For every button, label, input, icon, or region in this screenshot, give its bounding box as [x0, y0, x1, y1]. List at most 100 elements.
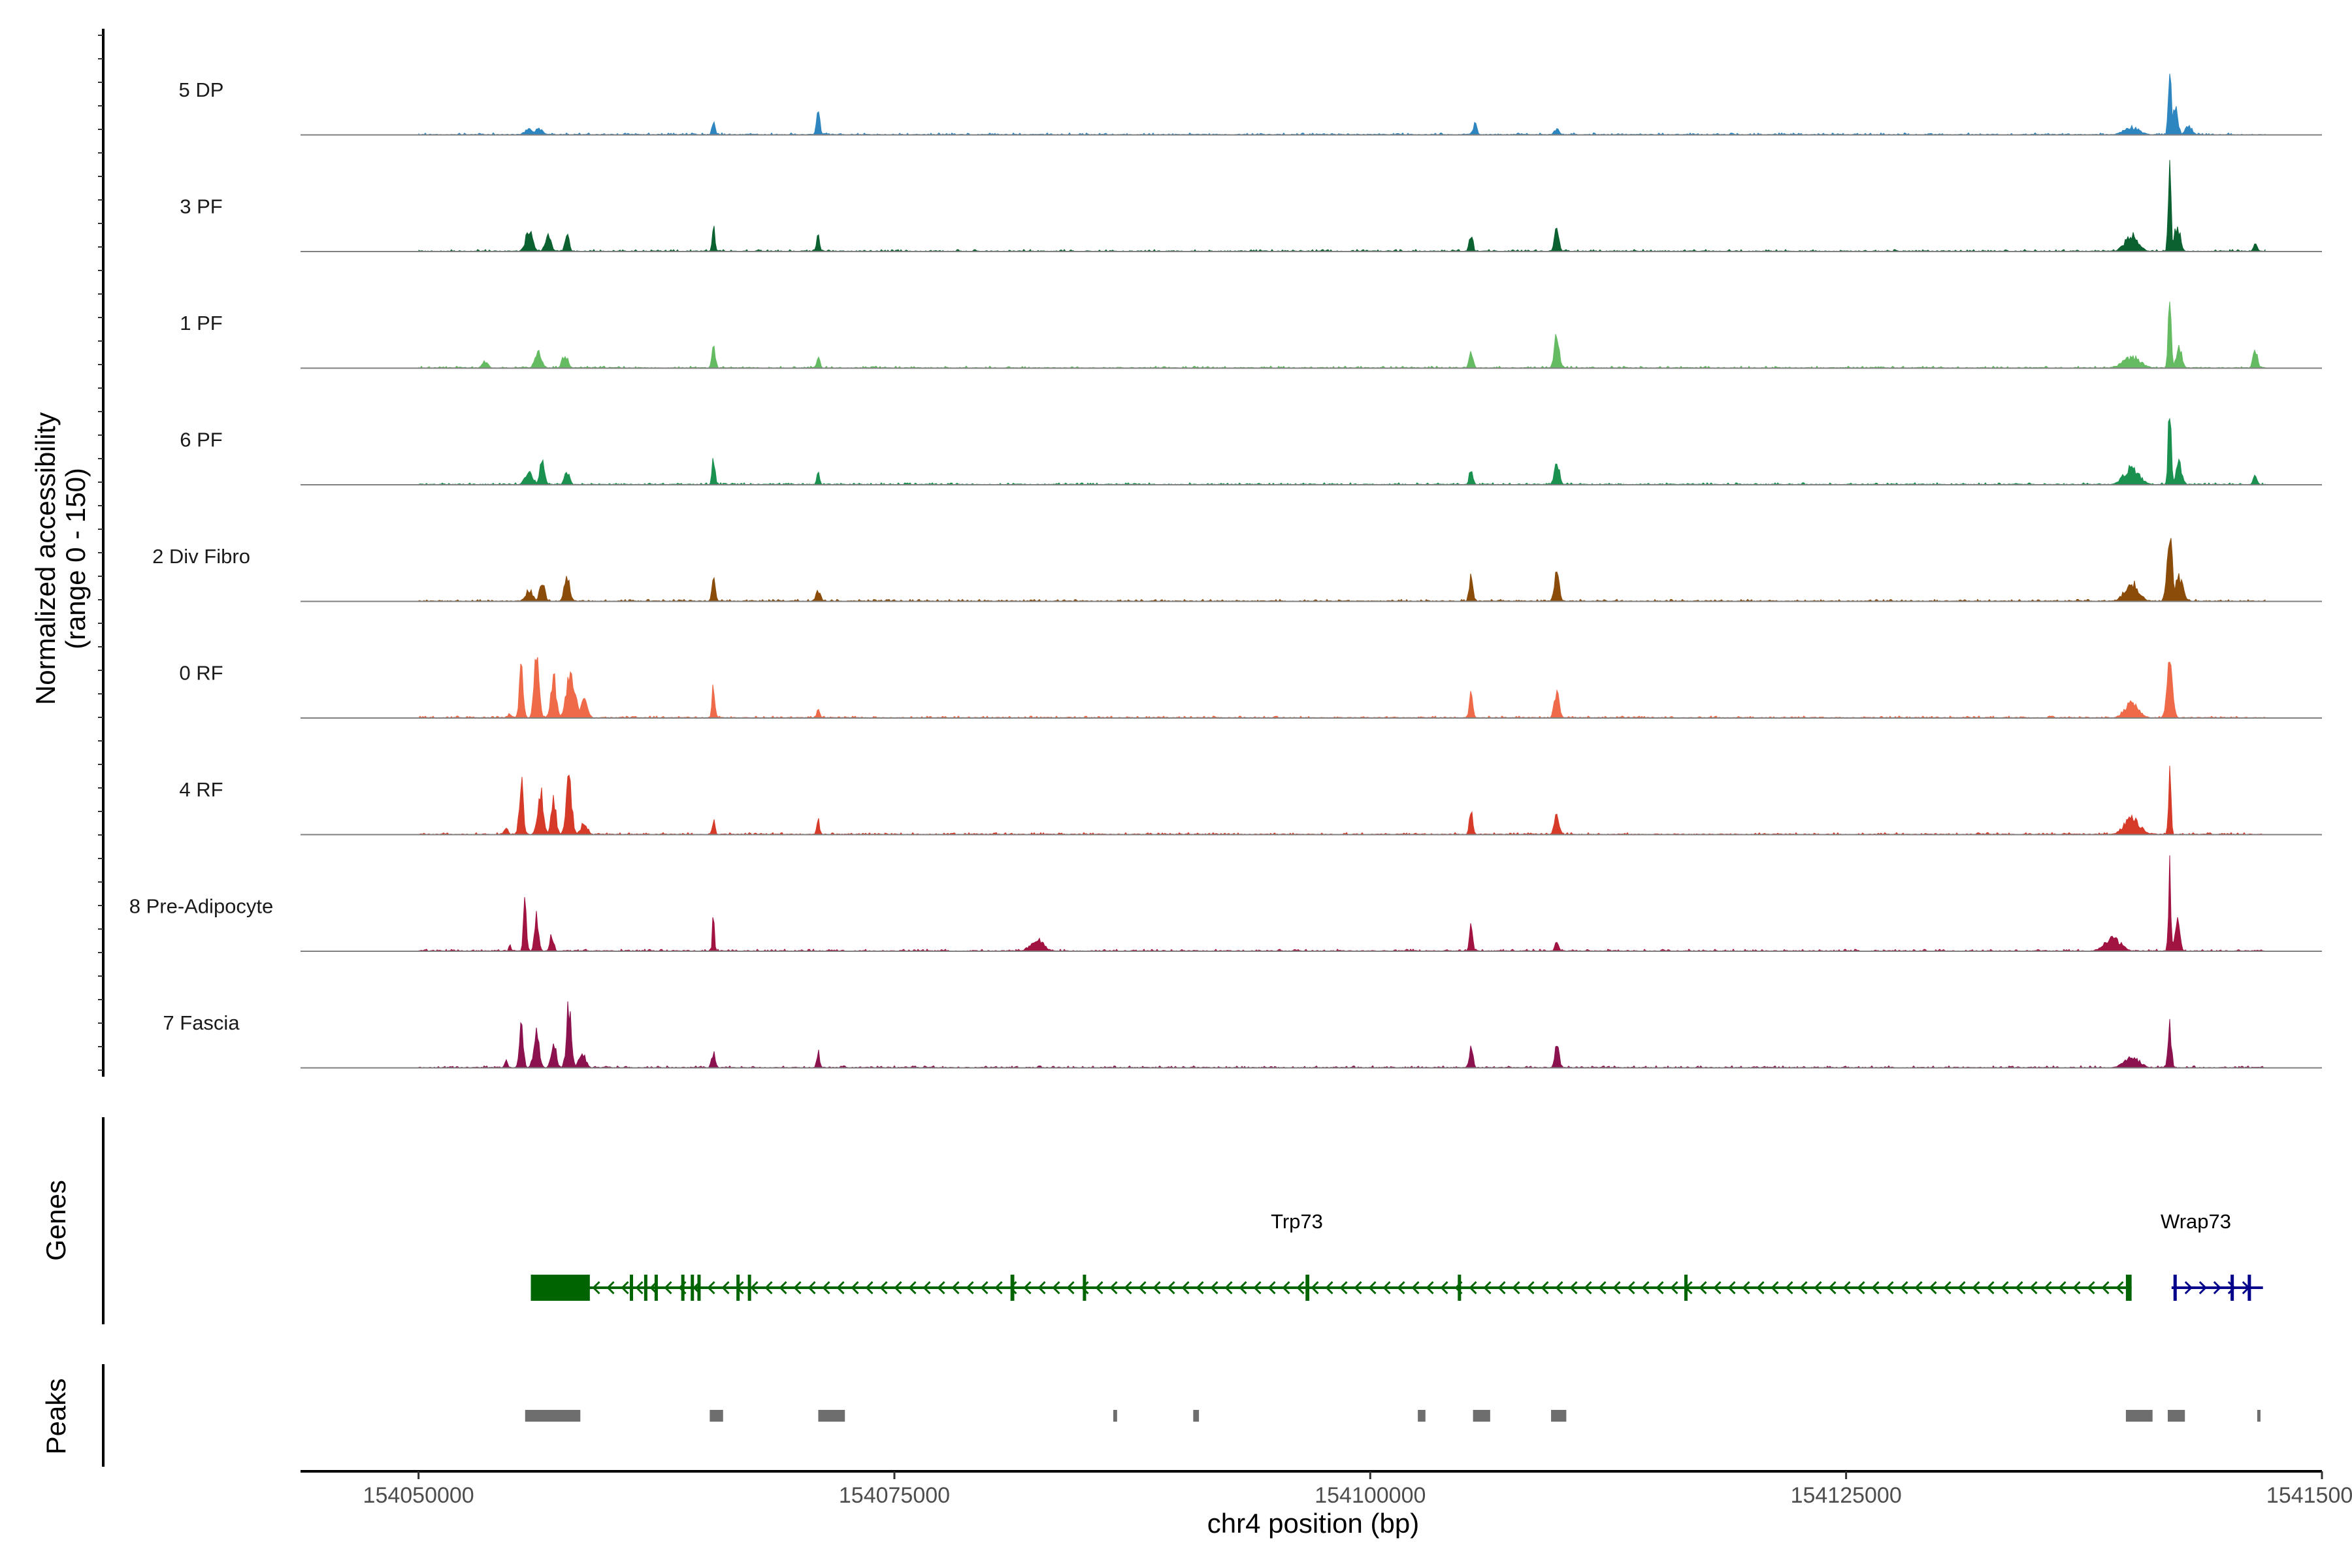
- y-axis-title: Normalized accessibility: [30, 412, 61, 705]
- gene-wrap73: Wrap73: [2161, 1210, 2263, 1301]
- peaks-section-title: Peaks: [41, 1379, 71, 1455]
- strand-chevron: [1426, 1281, 1434, 1295]
- strand-chevron: [1440, 1281, 1448, 1295]
- track-4-rf: 4 RF: [179, 766, 2322, 836]
- strand-chevron: [2044, 1281, 2052, 1295]
- track-0-rf: 0 RF: [179, 657, 2322, 719]
- strand-chevron: [1382, 1281, 1391, 1295]
- strand-chevron: [1670, 1281, 1678, 1295]
- strand-chevron: [721, 1281, 730, 1295]
- strand-chevron: [1397, 1281, 1405, 1295]
- strand-chevron: [621, 1281, 629, 1295]
- gene-exon: [630, 1275, 634, 1301]
- peak-region: [525, 1410, 581, 1422]
- strand-chevron: [1656, 1281, 1664, 1295]
- strand-chevron: [1756, 1281, 1765, 1295]
- strand-chevron: [750, 1281, 759, 1295]
- strand-chevron: [879, 1281, 888, 1295]
- track-label: 4 RF: [179, 778, 223, 801]
- strand-chevron: [1742, 1281, 1750, 1295]
- strand-chevron: [1914, 1281, 1923, 1295]
- track-label: 3 PF: [180, 195, 222, 218]
- strand-chevron: [707, 1281, 715, 1295]
- gene-exon: [654, 1275, 658, 1301]
- x-tick-label: 154050000: [363, 1483, 474, 1508]
- peak-region: [1551, 1410, 1567, 1422]
- strand-chevron: [1641, 1281, 1650, 1295]
- gene-exon: [691, 1275, 694, 1301]
- strand-chevron: [1152, 1281, 1161, 1295]
- peak-region: [710, 1410, 723, 1422]
- strand-chevron: [1483, 1281, 1492, 1295]
- strand-chevron: [2198, 1281, 2207, 1295]
- peak-region: [818, 1410, 845, 1422]
- strand-chevron: [1411, 1281, 1420, 1295]
- track-label: 8 Pre-Adipocyte: [129, 895, 274, 918]
- strand-chevron: [1598, 1281, 1607, 1295]
- x-axis-title: chr4 position (bp): [1207, 1508, 1420, 1539]
- gene-exon: [2247, 1275, 2251, 1301]
- strand-chevron: [1196, 1281, 1204, 1295]
- strand-chevron: [1368, 1281, 1377, 1295]
- strand-chevron: [2213, 1281, 2221, 1295]
- strand-chevron: [865, 1281, 874, 1295]
- peak-region: [1418, 1410, 1426, 1422]
- strand-chevron: [1138, 1281, 1147, 1295]
- strand-chevron: [1814, 1281, 1822, 1295]
- strand-chevron: [793, 1281, 802, 1295]
- gene-exon: [1010, 1275, 1015, 1301]
- track-2-div-fibro: 2 Div Fibro: [152, 538, 2322, 602]
- peak-region: [1193, 1410, 1200, 1422]
- gene-exon: [1684, 1275, 1688, 1301]
- strand-chevron: [894, 1281, 902, 1295]
- strand-chevron: [1224, 1281, 1233, 1295]
- strand-chevron: [2115, 1281, 2124, 1295]
- strand-chevron: [1497, 1281, 1506, 1295]
- strand-chevron: [951, 1281, 960, 1295]
- peak-region: [2257, 1410, 2261, 1422]
- gene-exon: [2125, 1275, 2132, 1301]
- strand-chevron: [1627, 1281, 1635, 1295]
- strand-chevron: [1986, 1281, 1995, 1295]
- strand-chevron: [2184, 1281, 2193, 1295]
- strand-chevron: [1109, 1281, 1118, 1295]
- strand-chevron: [1785, 1281, 1793, 1295]
- track-8-pre-adipocyte: 8 Pre-Adipocyte: [129, 855, 2322, 952]
- strand-chevron: [1957, 1281, 1966, 1295]
- strand-chevron: [1828, 1281, 1837, 1295]
- strand-chevron: [1210, 1281, 1218, 1295]
- strand-chevron: [1555, 1281, 1563, 1295]
- genes-section-title: Genes: [41, 1180, 71, 1261]
- strand-chevron: [1886, 1281, 1894, 1295]
- peak-regions: [525, 1410, 2261, 1422]
- strand-chevron: [1124, 1281, 1132, 1295]
- strand-chevron: [1267, 1281, 1276, 1295]
- strand-chevron: [2029, 1281, 2038, 1295]
- gene-exon: [531, 1275, 590, 1301]
- strand-chevron: [808, 1281, 816, 1295]
- strand-chevron: [1296, 1281, 1305, 1295]
- x-tick-label: 154100000: [1315, 1483, 1426, 1508]
- strand-chevron: [1727, 1281, 1736, 1295]
- track-label: 7 Fascia: [163, 1011, 240, 1034]
- strand-chevron: [1023, 1281, 1032, 1295]
- strand-chevron: [1799, 1281, 1808, 1295]
- strand-chevron: [1526, 1281, 1535, 1295]
- strand-chevron: [1052, 1281, 1060, 1295]
- gene-exon: [697, 1275, 701, 1301]
- strand-chevron: [1311, 1281, 1319, 1295]
- strand-chevron: [1081, 1281, 1089, 1295]
- strand-chevron: [635, 1281, 644, 1295]
- gene-exon: [747, 1275, 751, 1301]
- strand-chevron: [1929, 1281, 1937, 1295]
- y-axis-range: (range 0 - 150): [60, 468, 91, 649]
- track-7-fascia: 7 Fascia: [163, 1001, 2322, 1069]
- strand-chevron: [937, 1281, 945, 1295]
- strand-chevron: [1354, 1281, 1362, 1295]
- strand-chevron: [1009, 1281, 1017, 1295]
- strand-chevron: [822, 1281, 830, 1295]
- strand-chevron: [1325, 1281, 1333, 1295]
- track-6-pf: 6 PF: [180, 417, 2322, 485]
